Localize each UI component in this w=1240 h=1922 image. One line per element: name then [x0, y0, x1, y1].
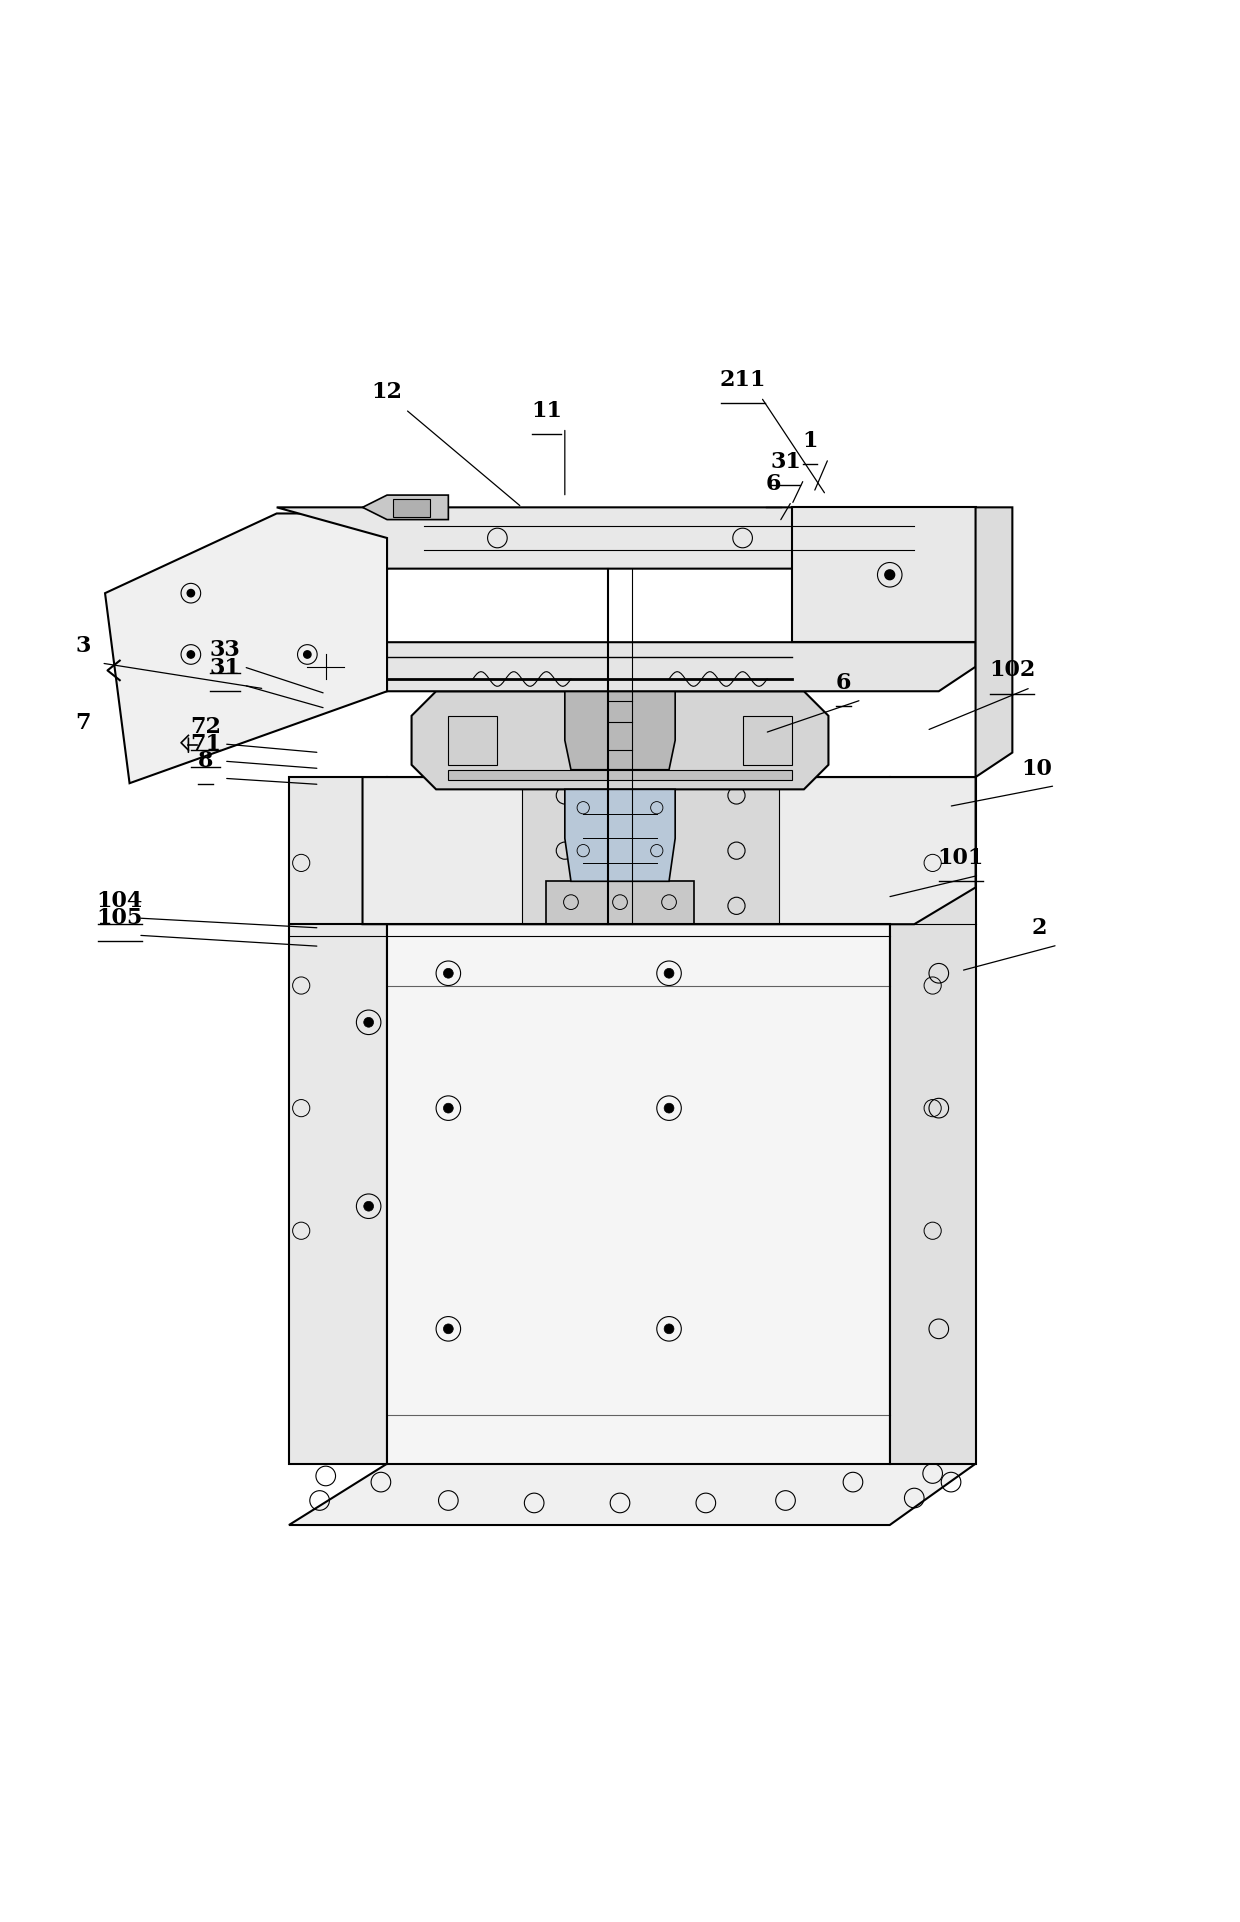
- Circle shape: [665, 969, 675, 978]
- Text: 102: 102: [990, 659, 1035, 682]
- Polygon shape: [105, 513, 559, 782]
- Polygon shape: [289, 776, 387, 1465]
- Text: 2: 2: [1032, 917, 1047, 940]
- Polygon shape: [791, 507, 976, 642]
- Text: 101: 101: [937, 848, 985, 869]
- Polygon shape: [565, 692, 675, 769]
- Text: 211: 211: [719, 369, 766, 390]
- Circle shape: [363, 1017, 373, 1026]
- Bar: [393, 498, 430, 517]
- Circle shape: [665, 1103, 675, 1113]
- Circle shape: [444, 1324, 454, 1334]
- Text: 12: 12: [372, 381, 403, 404]
- Polygon shape: [289, 1465, 976, 1524]
- Text: 31: 31: [770, 452, 801, 473]
- Circle shape: [444, 969, 454, 978]
- Circle shape: [885, 569, 894, 580]
- Polygon shape: [565, 790, 675, 882]
- Polygon shape: [522, 776, 780, 924]
- Polygon shape: [976, 507, 1012, 776]
- Circle shape: [187, 590, 195, 598]
- Circle shape: [187, 652, 195, 657]
- Text: 3: 3: [76, 634, 91, 657]
- Bar: [449, 715, 497, 765]
- Text: 10: 10: [1022, 757, 1053, 780]
- Circle shape: [363, 1201, 373, 1211]
- Polygon shape: [412, 692, 828, 790]
- Circle shape: [665, 1324, 675, 1334]
- Text: 1: 1: [802, 431, 818, 452]
- Polygon shape: [890, 776, 976, 1465]
- Circle shape: [304, 652, 311, 657]
- Polygon shape: [326, 642, 976, 692]
- Text: 104: 104: [97, 890, 143, 911]
- Text: 6: 6: [836, 671, 851, 694]
- Polygon shape: [362, 776, 976, 924]
- Text: 8: 8: [198, 750, 213, 773]
- Text: 11: 11: [531, 400, 562, 421]
- Polygon shape: [362, 496, 449, 519]
- Circle shape: [444, 1103, 454, 1113]
- Text: 71: 71: [190, 732, 221, 755]
- Text: 33: 33: [210, 638, 241, 661]
- Polygon shape: [449, 769, 791, 780]
- Bar: [743, 715, 791, 765]
- Text: 105: 105: [97, 907, 143, 928]
- Polygon shape: [387, 776, 890, 1465]
- Polygon shape: [289, 642, 362, 692]
- Text: 6: 6: [765, 473, 781, 496]
- Text: 31: 31: [210, 657, 241, 678]
- Text: 7: 7: [76, 713, 91, 734]
- Polygon shape: [277, 507, 976, 569]
- Polygon shape: [547, 882, 693, 924]
- Text: 72: 72: [190, 715, 221, 738]
